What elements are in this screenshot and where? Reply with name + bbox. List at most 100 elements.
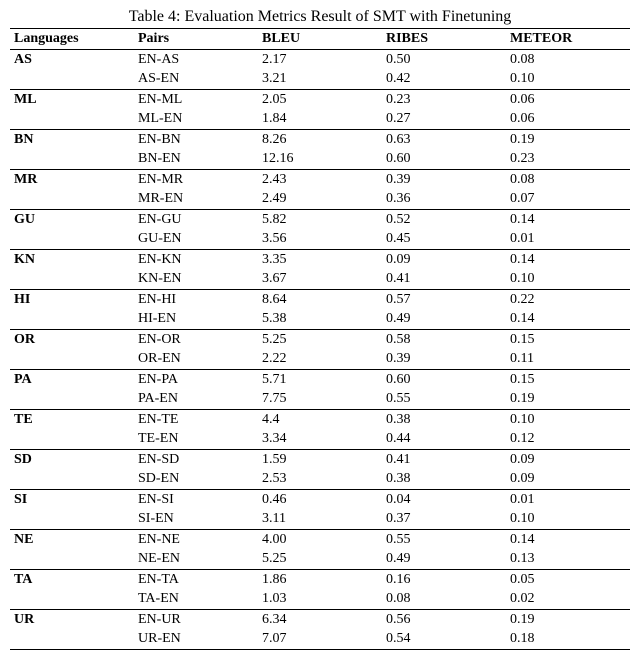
cell-bleu: 7.07 <box>258 629 382 649</box>
col-bleu: BLEU <box>258 29 382 50</box>
cell-bleu: 3.34 <box>258 429 382 449</box>
cell-pair: EN-PA <box>134 369 258 389</box>
cell-language: UR <box>10 609 134 629</box>
table-row: BNEN-BN8.260.630.19 <box>10 129 630 149</box>
cell-ribes: 0.27 <box>382 109 506 129</box>
cell-meteor: 0.14 <box>506 309 630 329</box>
cell-meteor: 0.08 <box>506 169 630 189</box>
table-row: TA-EN1.030.080.02 <box>10 589 630 609</box>
cell-pair: TA-EN <box>134 589 258 609</box>
cell-meteor: 0.10 <box>506 69 630 89</box>
cell-bleu: 5.38 <box>258 309 382 329</box>
cell-language: SI <box>10 489 134 509</box>
cell-bleu: 0.46 <box>258 489 382 509</box>
cell-bleu: 1.84 <box>258 109 382 129</box>
cell-bleu: 2.05 <box>258 89 382 109</box>
cell-meteor: 0.06 <box>506 89 630 109</box>
cell-pair: EN-SD <box>134 449 258 469</box>
cell-ribes: 0.60 <box>382 369 506 389</box>
cell-language <box>10 629 134 649</box>
cell-meteor: 0.06 <box>506 109 630 129</box>
cell-language <box>10 429 134 449</box>
cell-ribes: 0.55 <box>382 529 506 549</box>
cell-ribes: 0.50 <box>382 49 506 69</box>
table-row: MLEN-ML2.050.230.06 <box>10 89 630 109</box>
cell-meteor: 0.02 <box>506 589 630 609</box>
table-row: SIEN-SI0.460.040.01 <box>10 489 630 509</box>
col-meteor: METEOR <box>506 29 630 50</box>
cell-meteor: 0.10 <box>506 269 630 289</box>
cell-ribes: 0.45 <box>382 229 506 249</box>
cell-language: ML <box>10 89 134 109</box>
cell-language: MR <box>10 169 134 189</box>
cell-pair: ML-EN <box>134 109 258 129</box>
cell-ribes: 0.16 <box>382 569 506 589</box>
table-row: UR-EN7.070.540.18 <box>10 629 630 649</box>
cell-language <box>10 269 134 289</box>
cell-pair: EN-AS <box>134 49 258 69</box>
cell-language: BN <box>10 129 134 149</box>
cell-bleu: 4.00 <box>258 529 382 549</box>
cell-meteor: 0.08 <box>506 49 630 69</box>
cell-language: TA <box>10 569 134 589</box>
cell-language <box>10 109 134 129</box>
cell-bleu: 6.34 <box>258 609 382 629</box>
cell-language: KN <box>10 249 134 269</box>
table-row: UREN-UR6.340.560.19 <box>10 609 630 629</box>
cell-meteor: 0.22 <box>506 289 630 309</box>
cell-ribes: 0.41 <box>382 449 506 469</box>
cell-ribes: 0.58 <box>382 329 506 349</box>
cell-meteor: 0.07 <box>506 189 630 209</box>
table-caption: Table 4: Evaluation Metrics Result of SM… <box>10 8 630 26</box>
cell-bleu: 2.53 <box>258 469 382 489</box>
cell-bleu: 2.17 <box>258 49 382 69</box>
cell-meteor: 0.11 <box>506 349 630 369</box>
cell-pair: EN-HI <box>134 289 258 309</box>
cell-ribes: 0.63 <box>382 129 506 149</box>
cell-language: NE <box>10 529 134 549</box>
table-row: ASEN-AS2.170.500.08 <box>10 49 630 69</box>
cell-meteor: 0.19 <box>506 609 630 629</box>
cell-meteor: 0.15 <box>506 369 630 389</box>
table-row: TAEN-TA1.860.160.05 <box>10 569 630 589</box>
cell-bleu: 1.59 <box>258 449 382 469</box>
cell-ribes: 0.52 <box>382 209 506 229</box>
cell-language <box>10 149 134 169</box>
cell-pair: SD-EN <box>134 469 258 489</box>
cell-ribes: 0.55 <box>382 389 506 409</box>
cell-meteor: 0.19 <box>506 129 630 149</box>
cell-ribes: 0.56 <box>382 609 506 629</box>
cell-ribes: 0.60 <box>382 149 506 169</box>
cell-bleu: 7.75 <box>258 389 382 409</box>
cell-bleu: 5.25 <box>258 549 382 569</box>
table-row: GU-EN3.560.450.01 <box>10 229 630 249</box>
table-row: SD-EN2.530.380.09 <box>10 469 630 489</box>
table-row: TE-EN3.340.440.12 <box>10 429 630 449</box>
cell-language <box>10 589 134 609</box>
cell-bleu: 3.56 <box>258 229 382 249</box>
cell-ribes: 0.04 <box>382 489 506 509</box>
cell-ribes: 0.57 <box>382 289 506 309</box>
cell-pair: EN-GU <box>134 209 258 229</box>
cell-ribes: 0.38 <box>382 469 506 489</box>
table-row: KNEN-KN3.350.090.14 <box>10 249 630 269</box>
table-row: KN-EN3.670.410.10 <box>10 269 630 289</box>
cell-pair: AS-EN <box>134 69 258 89</box>
metrics-table: Languages Pairs BLEU RIBES METEOR ASEN-A… <box>10 28 630 650</box>
cell-pair: NE-EN <box>134 549 258 569</box>
table-body: ASEN-AS2.170.500.08AS-EN3.210.420.10MLEN… <box>10 49 630 649</box>
cell-meteor: 0.23 <box>506 149 630 169</box>
cell-language <box>10 509 134 529</box>
cell-meteor: 0.01 <box>506 489 630 509</box>
cell-pair: TE-EN <box>134 429 258 449</box>
table-row: NE-EN5.250.490.13 <box>10 549 630 569</box>
cell-pair: EN-ML <box>134 89 258 109</box>
cell-meteor: 0.09 <box>506 449 630 469</box>
table-row: HIEN-HI8.640.570.22 <box>10 289 630 309</box>
cell-pair: EN-UR <box>134 609 258 629</box>
cell-bleu: 3.11 <box>258 509 382 529</box>
cell-meteor: 0.14 <box>506 249 630 269</box>
cell-pair: OR-EN <box>134 349 258 369</box>
cell-meteor: 0.05 <box>506 569 630 589</box>
cell-ribes: 0.08 <box>382 589 506 609</box>
